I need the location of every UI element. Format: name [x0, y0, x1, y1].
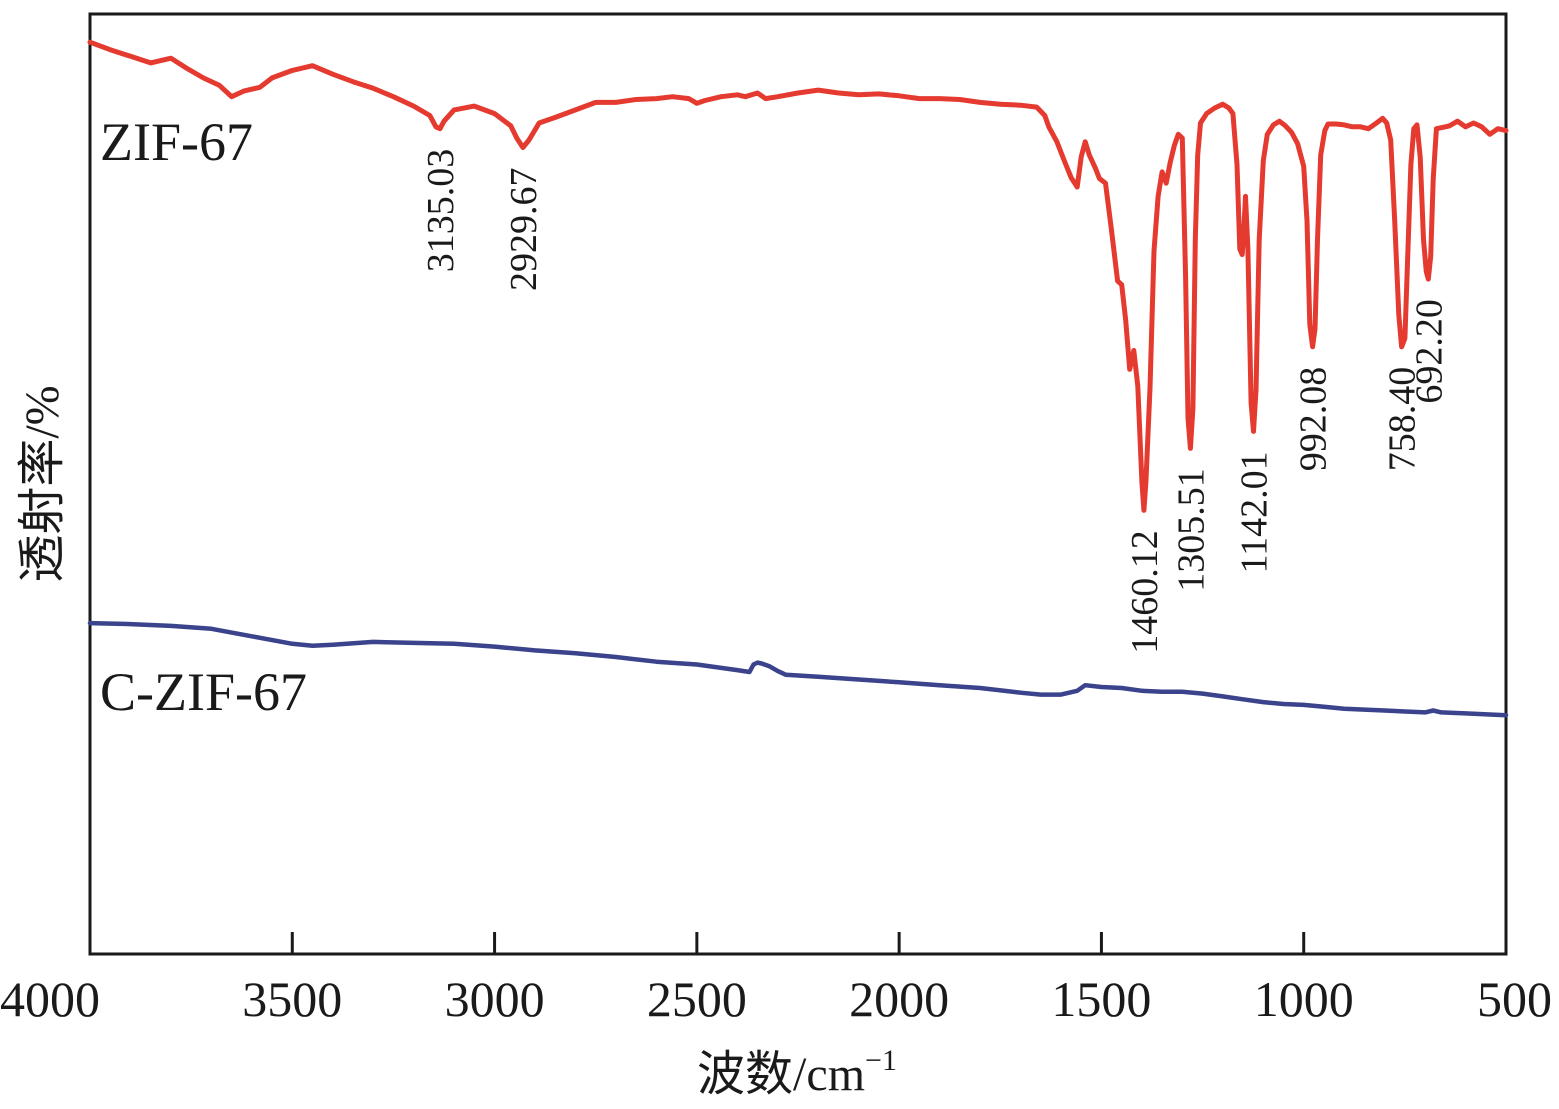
series-line-c-zif-67: [87, 620, 1509, 718]
series-lines: [87, 39, 1509, 718]
x-axis-ticks: [290, 932, 1306, 954]
x-tick-label-1500: 1500: [1051, 971, 1151, 1027]
series-label-czif67: C-ZIF-67: [100, 662, 307, 722]
peak-label-992-08: 992.08: [1293, 367, 1335, 472]
x-tick-label-4000: 4000: [0, 971, 100, 1027]
series-line-zif-67: [87, 39, 1509, 513]
x-tick-label-500: 500: [1477, 971, 1552, 1027]
series-label-zif67: ZIF-67: [100, 112, 253, 172]
x-tick-label-3500: 3500: [242, 971, 342, 1027]
x-tick-label-2500: 2500: [647, 971, 747, 1027]
peak-label-1460-12: 1460.12: [1124, 530, 1166, 654]
peak-label-2929-67: 2929.67: [503, 168, 545, 292]
x-axis-title-main: 波数/cm: [697, 1048, 865, 1101]
x-axis-tick-labels: 4000 3500 3000 2500 2000 1500 1000 500: [0, 971, 1552, 1027]
peak-label-692-20: 692.20: [1408, 299, 1450, 404]
plot-frame: [88, 12, 1508, 956]
peak-label-758-40: 758.40: [1382, 367, 1424, 472]
x-axis-title-superscript: −1: [865, 1044, 897, 1077]
peak-label-1142-01: 1142.01: [1234, 451, 1276, 573]
x-tick-label-1000: 1000: [1254, 971, 1354, 1027]
peak-label-1305-51: 1305.51: [1170, 468, 1212, 592]
x-axis-title: 波数/cm−1: [697, 1044, 897, 1101]
x-tick-label-3000: 3000: [445, 971, 545, 1027]
y-axis-title: 透射率/%: [16, 385, 69, 582]
peak-label-3135-03: 3135.03: [420, 149, 462, 273]
x-tick-label-2000: 2000: [849, 971, 949, 1027]
